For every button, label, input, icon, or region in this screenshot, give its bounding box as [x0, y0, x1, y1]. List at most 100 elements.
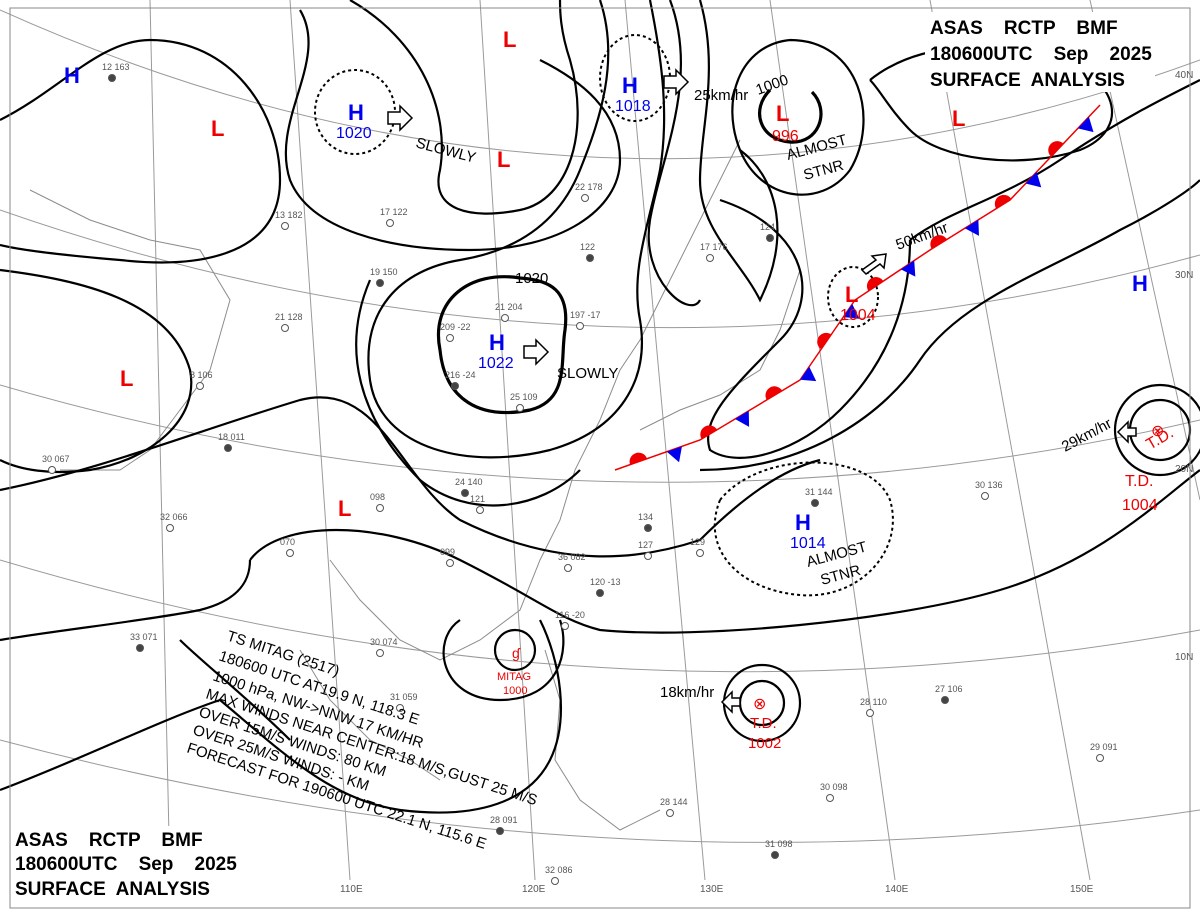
ts-pressure: 1000: [503, 685, 527, 697]
station-plot-label: 31 059: [390, 692, 418, 702]
station-icon: [501, 314, 509, 322]
meridian-110e: [289, 0, 351, 881]
station-plot-label: 13 182: [275, 210, 303, 220]
title-block-bottom: ASAS RCTP BMF 180600UTC Sep 2025 SURFACE…: [10, 826, 280, 906]
arrow-icon: [663, 68, 690, 96]
station-icon: [376, 649, 384, 657]
low-center-symbol: L: [952, 106, 965, 131]
station-plot-label: 29 091: [1090, 742, 1118, 752]
station-icon: [281, 324, 289, 332]
station-icon: [446, 559, 454, 567]
motion-label: SLOWLY: [414, 134, 478, 166]
station-icon: [981, 492, 989, 500]
high-pressure-value: 1018: [615, 98, 651, 115]
station-icon: [576, 322, 584, 330]
low-center-symbol: L: [338, 496, 351, 521]
high-1014-dotted: [713, 461, 894, 597]
station-plot-label: 30 098: [820, 782, 848, 792]
low-pressure-value: 996: [772, 128, 799, 145]
low-center-symbol: L: [845, 282, 858, 307]
station-plot-label: 120 -13: [590, 577, 621, 587]
station-plot-label: 099: [440, 547, 455, 557]
station-plot-label: 21 128: [275, 312, 303, 322]
warm-front-semicircle: [1048, 141, 1064, 157]
lon-label-150e: 150E: [1070, 884, 1094, 895]
station-plot-label: 134: [638, 512, 653, 522]
lat-label-40n: 40N: [1175, 70, 1193, 81]
cold-front-triangle: [900, 260, 916, 277]
warm-front-semicircle: [629, 452, 648, 465]
station-plot-label: 098: [370, 492, 385, 502]
station-icon: [108, 74, 116, 82]
lon-label-130e: 130E: [700, 884, 724, 895]
high-center-symbol: H: [622, 73, 638, 98]
station-plot-label: 31 144: [805, 487, 833, 497]
td-outer-isobar: [1113, 383, 1200, 477]
parallel-30n: [0, 209, 1200, 329]
high-pressure-value: 1022: [478, 355, 514, 372]
station-icon: [696, 549, 704, 557]
high-center-symbol: H: [348, 100, 364, 125]
parallel-20n: [0, 384, 1200, 483]
isobar-label-1020: 1020: [515, 270, 548, 287]
parallel-10n: [0, 559, 1200, 673]
station-icon: [386, 219, 394, 227]
station-plot-label: 28 110: [860, 697, 887, 707]
pressure-centers: H L H 1020 L L H 1018 L 996 L H 1022 L L…: [64, 27, 1148, 552]
header-line: ASAS RCTP BMF: [930, 18, 1118, 39]
header-line: 180600UTC Sep 2025: [930, 44, 1152, 65]
station-icon: [1096, 754, 1104, 762]
station-plot-label: 27 106: [935, 684, 963, 694]
station-plot-label: 31 098: [765, 839, 793, 849]
station-icon: [496, 827, 504, 835]
cold-front-triangle: [843, 303, 860, 319]
station-icon: [224, 444, 232, 452]
tropical-depression-icon: ⊗: [1151, 423, 1164, 440]
station-icon: [866, 709, 874, 717]
lat-label-30n: 30N: [1175, 270, 1193, 281]
motion-arrows: [387, 68, 1137, 714]
station-icon: [396, 704, 404, 712]
header-line: SURFACE ANALYSIS: [930, 70, 1125, 91]
low-center-symbol: L: [776, 101, 789, 126]
header-line: ASAS RCTP BMF: [15, 830, 203, 851]
header-line: SURFACE ANALYSIS: [15, 879, 210, 900]
station-plot-label: 28 091: [490, 815, 518, 825]
isobar-label-1000: 1000: [754, 71, 791, 98]
motion-label: STNR: [802, 157, 846, 184]
low-1004-dotted: [827, 266, 879, 328]
station-plot-label: 12 163: [102, 62, 130, 72]
warm-front-semicircle: [765, 386, 783, 400]
lat-label-20n: 20N: [1175, 464, 1193, 475]
station-plot-label: 32 066: [160, 512, 188, 522]
mitag-circulation: [493, 628, 537, 672]
tropical-storm-icon: ɠ: [512, 645, 521, 661]
cold-front-triangle: [1077, 116, 1094, 133]
lon-label-120e: 120E: [522, 884, 546, 895]
ts-name: MITAG: [497, 671, 531, 683]
isobars: [0, 0, 1200, 814]
station-icon: [166, 524, 174, 532]
low-center-symbol: L: [503, 27, 516, 52]
station-icon: [446, 334, 454, 342]
lon-label-140e: 140E: [885, 884, 909, 895]
map-frame: [9, 7, 1191, 909]
motion-label: 29km/hr: [1059, 415, 1115, 455]
station-icon: [451, 382, 459, 390]
station-plot-label: 36 082: [558, 552, 586, 562]
header-line: 180600UTC Sep 2025: [15, 854, 237, 875]
stationary-front: [614, 104, 1101, 471]
arrow-icon: [720, 690, 741, 714]
meridian-130e: [624, 0, 706, 881]
station-icon: [644, 524, 652, 532]
station-plot-label: 209 -22: [440, 322, 471, 332]
station-plot-label: 25 109: [510, 392, 538, 402]
station-plot-label: 8 106: [190, 370, 213, 380]
station-icon: [706, 254, 714, 262]
station-icon: [771, 851, 779, 859]
typhoon-info-block: TS MITAG (2517) 180600 UTC AT19.9 N, 118…: [185, 628, 540, 853]
station-icon: [476, 506, 484, 514]
title-block-top: ASAS RCTP BMF 180600UTC Sep 2025 SURFACE…: [925, 12, 1155, 92]
td-label: T.D.: [1125, 473, 1153, 490]
